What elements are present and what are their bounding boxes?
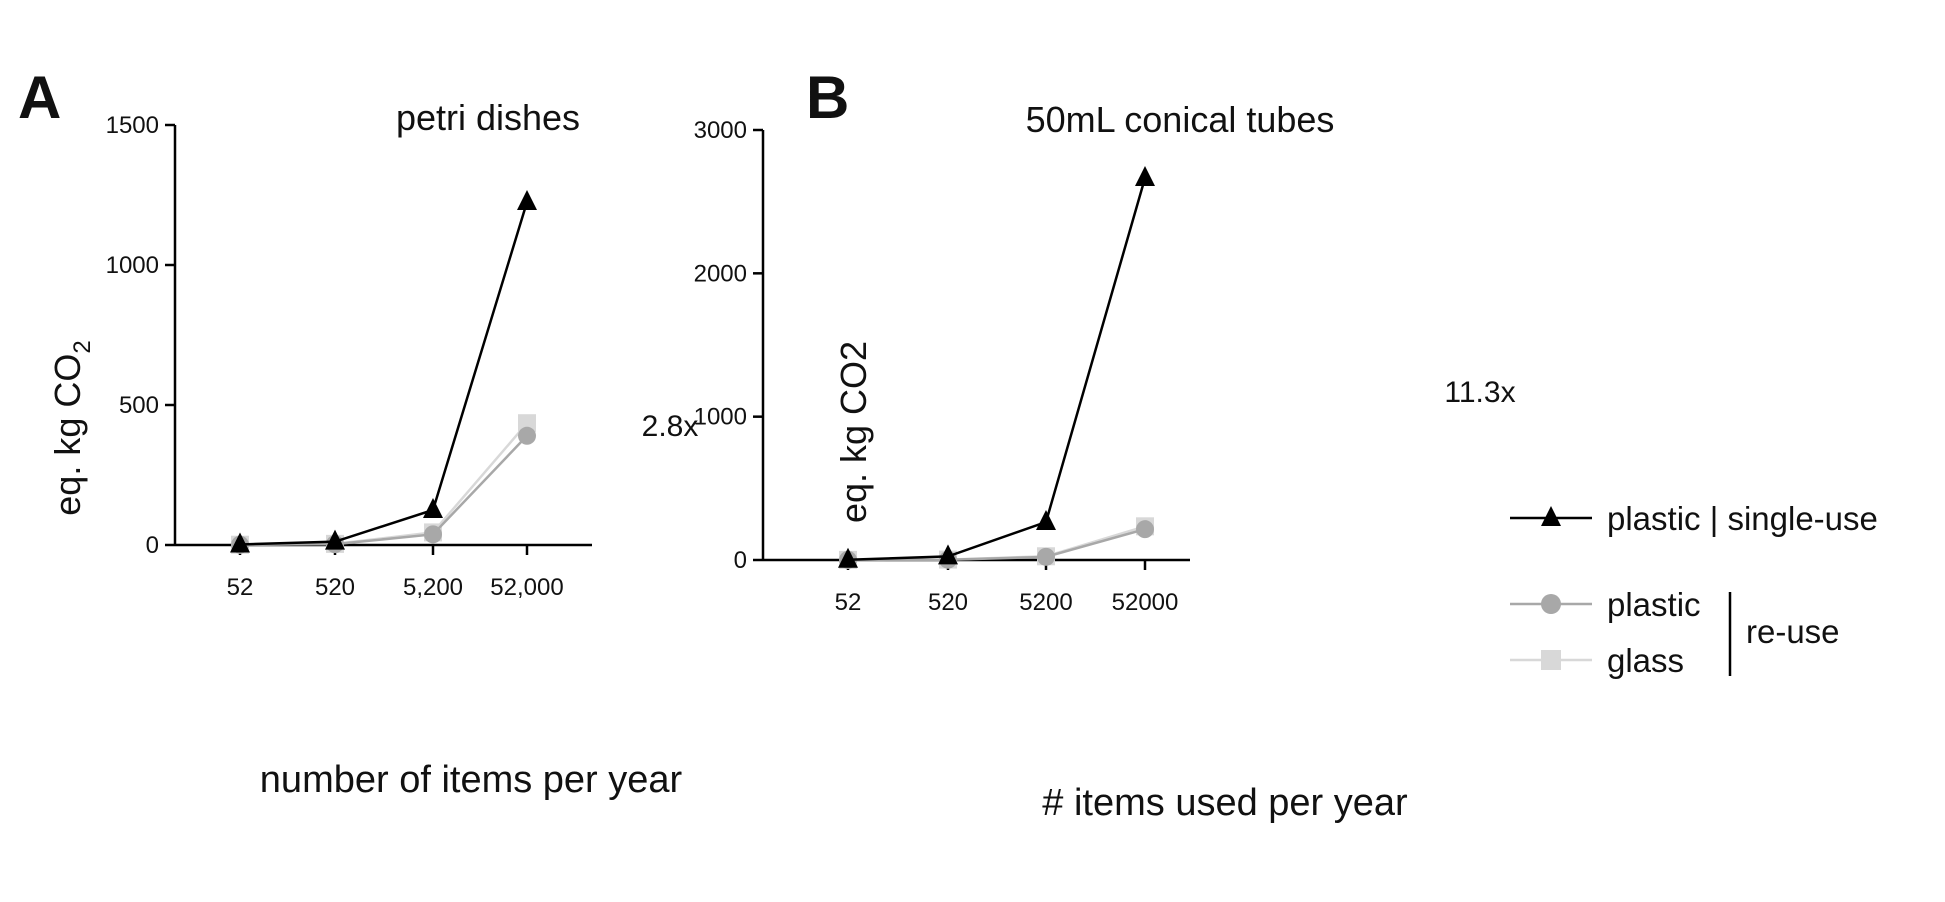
data-point-a-triangle-3 [517,190,537,210]
series-line-b-circle [847,527,1146,562]
y-tick-label-b-0: 0 [734,547,747,574]
data-point-b-circle-2 [1037,547,1055,566]
chart-title-a: petri dishes [396,97,580,138]
chart-title-b: 50mL conical tubes [1026,99,1335,140]
data-point-b-triangle-2 [1036,510,1056,531]
legend-triangle-marker [1541,506,1561,526]
y-tick-label-b-2: 2000 [694,260,747,287]
x-tick-label-b-3: 52000 [1112,589,1179,616]
y-tick-label-b-1: 1000 [694,404,747,431]
legend-label-glass: glass [1607,642,1684,679]
panel-a: A petri dishes number of items per year … [18,64,698,801]
data-point-a-triangle-0 [230,532,250,553]
legend-label-single-use: plastic | single-use [1607,500,1878,537]
y-axis-label-a-subscript: 2 [69,340,96,353]
y-axis-label-a: eq. kg CO2 [47,340,96,515]
data-point-a-triangle-1 [325,529,345,550]
legend-label-reuse: re-use [1746,613,1840,650]
plot-area-a: 0 500 1000 1500 52 520 5,200 52,000 [106,112,592,601]
legend-square-marker [1541,650,1561,670]
x-tick-label-b-2: 5200 [1019,589,1072,616]
data-point-a-circle-3 [518,426,536,445]
legend: plastic | single-use plastic glass re-us… [1510,500,1878,679]
y-tick-label-a-2: 1000 [106,252,159,279]
y-tick-label-b-3: 3000 [694,117,747,144]
series-line-b-square [847,525,1146,562]
x-tick-label-a-3: 52,000 [490,574,563,601]
series-line-a-triangle [239,201,529,546]
data-point-b-triangle-0 [838,547,858,568]
y-axis-label-b: eq. kg CO2 [833,341,874,523]
x-tick-label-a-0: 52 [227,574,254,601]
x-tick-label-a-2: 5,200 [403,574,463,601]
panel-b: B 50mL conical tubes # items used per ye… [694,64,1516,824]
plot-area-b: 0 1000 2000 3000 52 520 5200 52000 [694,117,1190,616]
ratio-annotation-a: 2.8x [642,410,699,443]
data-point-a-triangle-2 [423,498,443,518]
legend-circle-marker [1541,594,1561,614]
panel-letter-b: B [806,64,849,131]
data-point-a-circle-2 [424,525,442,544]
panel-letter-a: A [18,64,61,131]
x-axis-label-b: # items used per year [1042,782,1408,824]
ratio-annotation-b: 11.3x [1444,376,1515,409]
series-line-b-triangle [847,177,1147,561]
data-point-b-triangle-3 [1135,166,1155,187]
x-axis-label-a: number of items per year [260,759,683,801]
x-tick-label-b-1: 520 [928,589,968,616]
legend-label-plastic: plastic [1607,586,1701,623]
data-point-b-circle-3 [1136,520,1154,539]
series-line-a-circle [239,434,528,546]
y-tick-label-a-0: 0 [146,532,159,559]
y-tick-label-a-1: 500 [119,392,159,419]
y-tick-label-a-3: 1500 [106,112,159,139]
x-tick-label-b-0: 52 [835,589,862,616]
x-tick-label-a-1: 520 [315,574,355,601]
y-axis-label-a-main: eq. kg CO [47,354,88,516]
data-point-b-triangle-1 [938,544,958,565]
data-point-a-square-3 [518,414,536,433]
